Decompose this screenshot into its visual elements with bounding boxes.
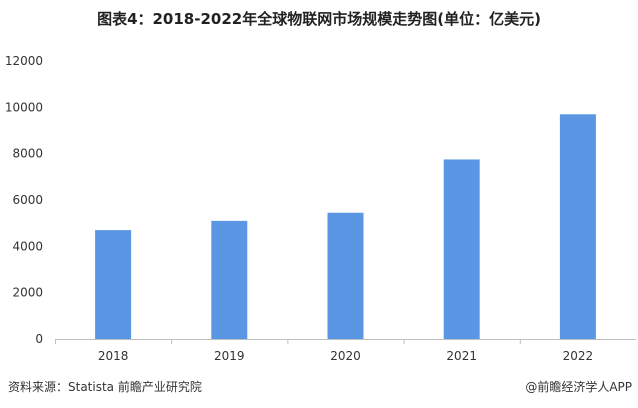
y-tick-label: 0 (35, 332, 43, 346)
x-tick-label: 2018 (98, 349, 129, 363)
bar-series (95, 114, 596, 340)
bar-2022 (559, 114, 596, 340)
bar-2019 (211, 220, 248, 339)
x-tick-label: 2022 (563, 349, 594, 363)
y-tick-label: 8000 (12, 147, 43, 161)
y-tick-label: 12000 (5, 54, 43, 68)
bar-2018 (95, 230, 132, 339)
source-note: 资料来源：Statista 前瞻产业研究院 (8, 380, 202, 394)
y-tick-label: 2000 (12, 286, 43, 300)
y-tick-label: 4000 (12, 239, 43, 253)
y-tick-label: 6000 (12, 193, 43, 207)
y-tick-label: 10000 (5, 100, 43, 114)
bar-2021 (443, 159, 480, 339)
x-tick-label: 2019 (214, 349, 245, 363)
y-axis: 0 2000 4000 6000 8000 10000 12000 (5, 54, 43, 346)
credit-note: @前瞻经济学人APP (525, 380, 632, 394)
x-tick-label: 2020 (330, 349, 361, 363)
x-axis: 2018 2019 2020 2021 2022 (55, 339, 636, 363)
bar-2020 (327, 212, 364, 339)
chart-title: 图表4：2018-2022年全球物联网市场规模走势图(单位：亿美元) (97, 10, 541, 28)
x-tick-label: 2021 (446, 349, 477, 363)
